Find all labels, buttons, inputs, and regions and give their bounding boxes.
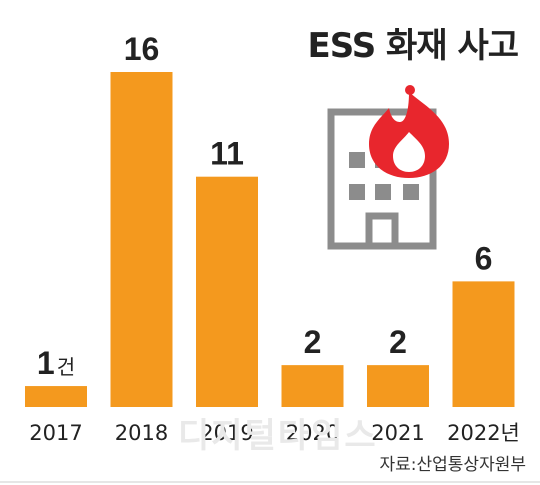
value-label: 11	[210, 136, 244, 172]
bar-2018	[110, 72, 173, 407]
category-label: 2020	[286, 421, 339, 445]
category-label: 2017	[29, 421, 82, 445]
fire-icon	[369, 85, 449, 178]
value-label: 2	[389, 324, 407, 360]
value-label: 16	[124, 31, 160, 67]
bar-2020	[281, 365, 344, 407]
source-note: 자료:산업통상자원부	[379, 455, 527, 475]
building-icon	[327, 85, 449, 250]
category-label: 2022년	[447, 421, 520, 445]
bottom-divider	[0, 481, 540, 483]
category-label: 2018	[115, 421, 168, 445]
bar-2019	[196, 176, 258, 407]
value-label: 2	[304, 324, 322, 360]
category-label: 2021	[371, 421, 424, 445]
watermark: 디지털타임스	[178, 416, 378, 456]
bar-2022년	[452, 281, 515, 407]
bar-2017	[25, 386, 87, 407]
bar-2021	[367, 365, 429, 407]
value-label: 6	[475, 240, 493, 276]
category-label: 2019	[200, 421, 253, 445]
chart-title: ESS 화재 사고	[307, 26, 519, 66]
